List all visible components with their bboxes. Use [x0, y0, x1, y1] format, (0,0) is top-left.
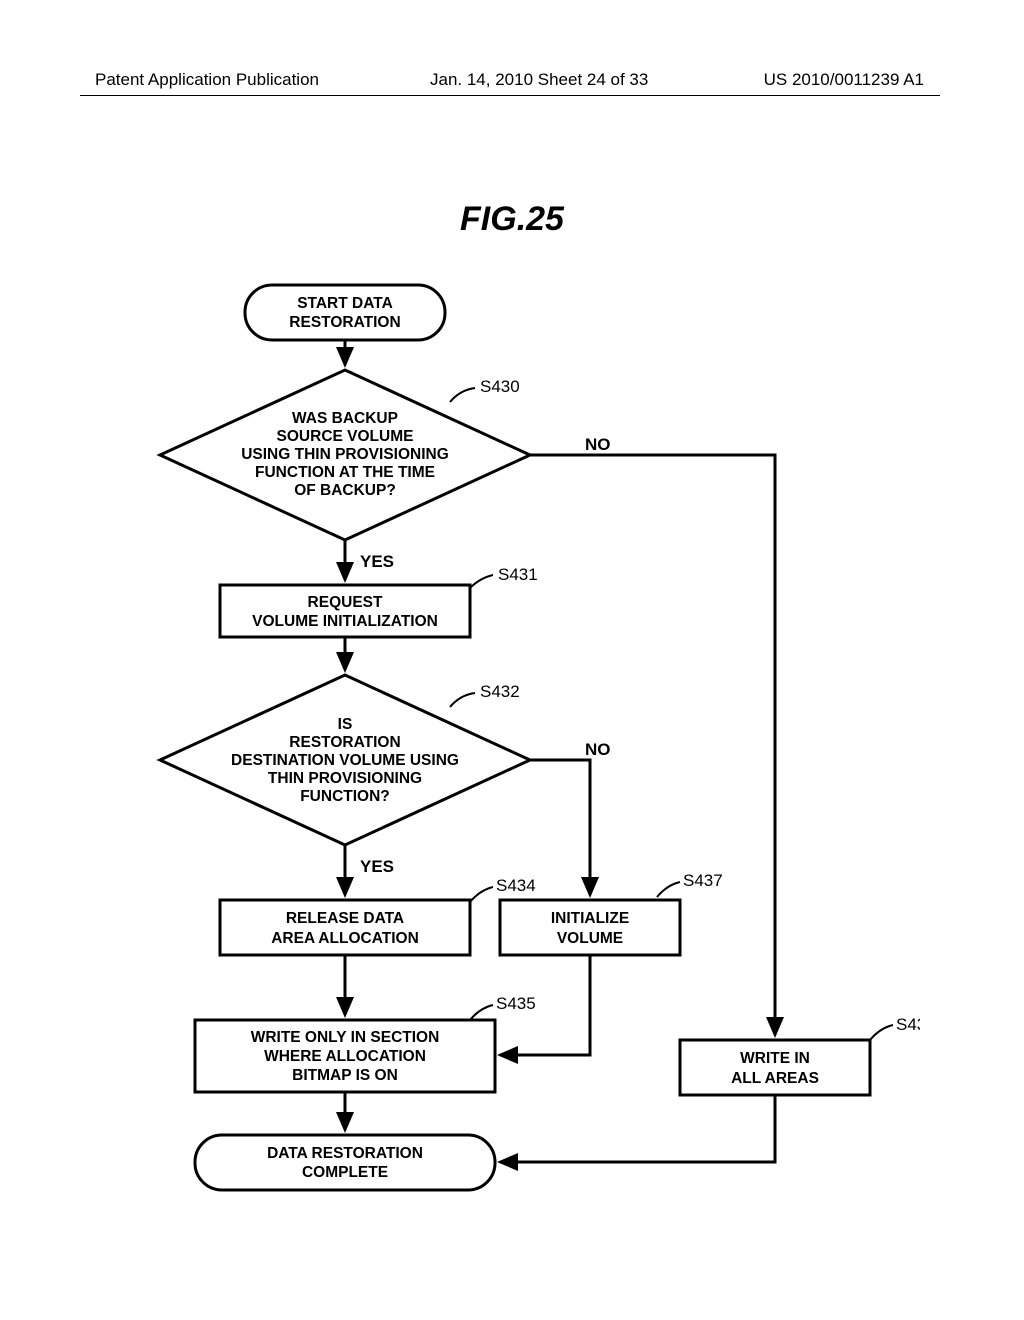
p4-text-3: BITMAP IS ON [292, 1067, 398, 1084]
step-label-s431: S431 [498, 565, 538, 584]
leader-s438 [870, 1025, 893, 1040]
edge-d2-p3 [530, 760, 590, 895]
p4-text-1: WRITE ONLY IN SECTION [251, 1029, 440, 1046]
d2-text-1: IS [338, 716, 353, 733]
leader-s430 [450, 388, 475, 402]
step-label-s434: S434 [496, 876, 536, 895]
node-end [195, 1135, 495, 1190]
step-label-s437: S437 [683, 871, 723, 890]
header-left: Patent Application Publication [95, 70, 319, 90]
d2-text-5: FUNCTION? [300, 788, 390, 805]
p1-text-1: REQUEST [308, 594, 383, 611]
p3-text-1: INITIALIZE [551, 910, 629, 927]
p4-text-2: WHERE ALLOCATION [264, 1048, 426, 1065]
label-yes-2: YES [360, 857, 394, 876]
p5-text-1: WRITE IN [740, 1050, 810, 1067]
leader-s435 [470, 1005, 493, 1020]
p5-text-2: ALL AREAS [731, 1070, 819, 1087]
header-center: Jan. 14, 2010 Sheet 24 of 33 [430, 70, 648, 90]
step-label-s435: S435 [496, 994, 536, 1013]
d1-text-5: OF BACKUP? [294, 482, 396, 499]
label-yes-1: YES [360, 552, 394, 571]
d2-text-3: DESTINATION VOLUME USING [231, 752, 459, 769]
step-label-s438: S438 [896, 1015, 920, 1034]
leader-s431 [470, 575, 493, 588]
p2-text-2: AREA ALLOCATION [271, 930, 419, 947]
figure-title: FIG.25 [0, 200, 1024, 239]
leader-s434 [470, 887, 493, 902]
d1-text-1: WAS BACKUP [292, 410, 398, 427]
d1-text-4: FUNCTION AT THE TIME [255, 464, 435, 481]
label-no-1: NO [585, 435, 611, 454]
node-start-text-2: RESTORATION [289, 314, 400, 331]
step-label-s430: S430 [480, 377, 520, 396]
node-start-text-1: START DATA [297, 295, 393, 312]
flowchart: START DATA RESTORATION WAS BACKUP SOURCE… [100, 280, 920, 1230]
label-no-2: NO [585, 740, 611, 759]
edge-d1-p5 [530, 455, 775, 1035]
step-label-s432: S432 [480, 682, 520, 701]
d1-text-3: USING THIN PROVISIONING [241, 446, 449, 463]
page: Patent Application Publication Jan. 14, … [0, 0, 1024, 1320]
edge-p5-end [500, 1095, 775, 1162]
d2-text-2: RESTORATION [289, 734, 400, 751]
end-text-1: DATA RESTORATION [267, 1145, 423, 1162]
leader-s437 [657, 882, 680, 897]
p1-text-2: VOLUME INITIALIZATION [252, 613, 438, 630]
end-text-2: COMPLETE [302, 1164, 388, 1181]
p2-text-1: RELEASE DATA [286, 910, 404, 927]
leader-s432 [450, 693, 475, 707]
p3-text-2: VOLUME [557, 930, 623, 947]
header-divider [80, 95, 940, 96]
d2-text-4: THIN PROVISIONING [268, 770, 422, 787]
d1-text-2: SOURCE VOLUME [277, 428, 414, 445]
header-right: US 2010/0011239 A1 [764, 70, 924, 90]
node-start [245, 285, 445, 340]
